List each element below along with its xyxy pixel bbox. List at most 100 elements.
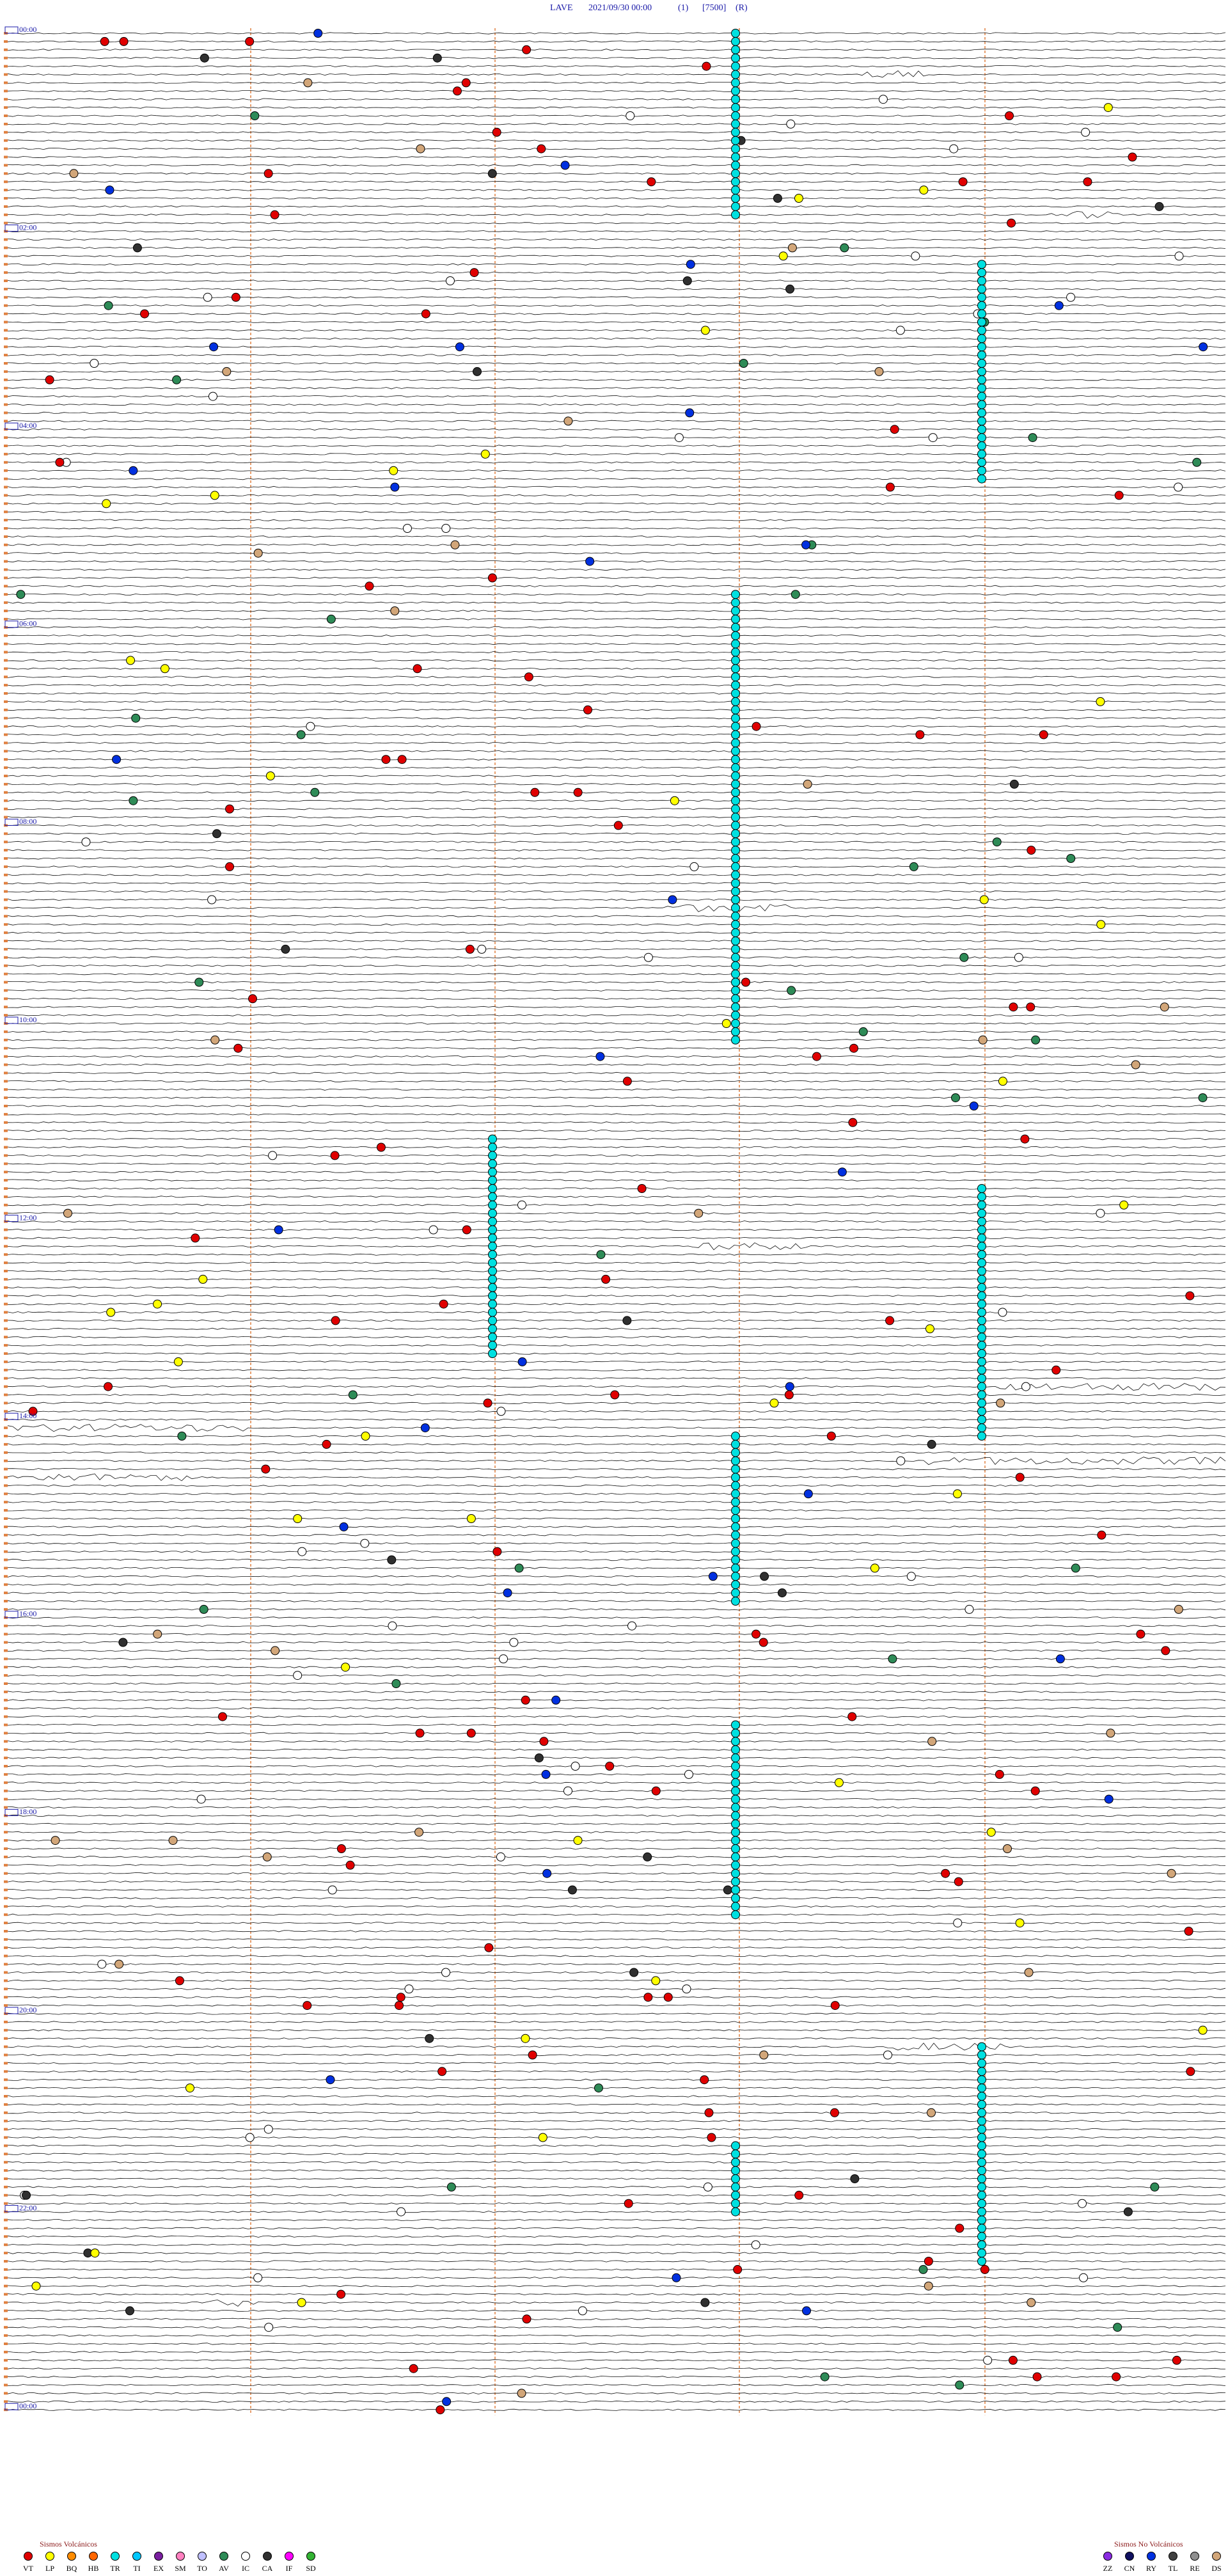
trace bbox=[7, 49, 1226, 51]
event bbox=[293, 1671, 303, 1680]
trace-start bbox=[4, 849, 8, 852]
trace-start bbox=[4, 733, 8, 736]
event bbox=[488, 1142, 497, 1152]
event bbox=[622, 1077, 632, 1086]
trace bbox=[7, 1501, 1226, 1503]
hour-marker bbox=[4, 1412, 19, 1420]
event bbox=[977, 1308, 986, 1317]
event bbox=[487, 169, 497, 178]
event bbox=[858, 1027, 868, 1036]
trace bbox=[7, 626, 1226, 629]
trace bbox=[7, 1105, 1226, 1107]
trace bbox=[7, 189, 1226, 191]
event bbox=[376, 1142, 386, 1152]
event bbox=[175, 1976, 184, 1986]
trace bbox=[7, 1327, 1226, 1330]
trace-start bbox=[4, 1723, 8, 1727]
trace bbox=[7, 832, 1226, 835]
trace-start bbox=[4, 1270, 8, 1272]
event bbox=[731, 763, 740, 773]
event bbox=[1071, 1563, 1080, 1573]
event bbox=[303, 78, 313, 88]
trace-start bbox=[4, 1294, 8, 1297]
event bbox=[731, 639, 740, 649]
trace-start bbox=[4, 2136, 8, 2139]
event bbox=[801, 540, 811, 549]
event bbox=[731, 656, 740, 665]
event bbox=[731, 614, 740, 624]
trace-start bbox=[4, 1038, 8, 1041]
event bbox=[336, 1844, 346, 1853]
event bbox=[794, 194, 803, 203]
event bbox=[849, 1043, 858, 1053]
event bbox=[731, 1778, 740, 1787]
trace-start bbox=[4, 1410, 8, 1413]
event bbox=[731, 1885, 740, 1895]
trace bbox=[7, 2103, 1226, 2106]
event bbox=[647, 177, 656, 187]
event bbox=[414, 1828, 424, 1837]
trace-start bbox=[4, 164, 8, 167]
trace-start bbox=[4, 832, 8, 835]
event bbox=[1015, 1473, 1025, 1482]
event bbox=[521, 1695, 530, 1705]
trace bbox=[7, 1146, 1226, 1149]
trace bbox=[7, 139, 1226, 142]
hour-marker bbox=[4, 422, 19, 430]
trace-start bbox=[4, 287, 8, 290]
event bbox=[601, 1274, 611, 1284]
legend-label: TO bbox=[197, 2564, 207, 2573]
trace bbox=[7, 552, 1226, 555]
event bbox=[1027, 846, 1036, 855]
trace bbox=[7, 238, 1226, 241]
trace bbox=[7, 1600, 1226, 1602]
trace-start bbox=[4, 1657, 8, 1661]
event bbox=[731, 29, 740, 38]
trace bbox=[7, 741, 1226, 745]
event bbox=[731, 912, 740, 921]
event bbox=[955, 2224, 964, 2233]
event bbox=[522, 2314, 531, 2324]
trace-start bbox=[4, 1171, 8, 1174]
event bbox=[731, 887, 740, 896]
event bbox=[977, 1357, 986, 1366]
event bbox=[731, 45, 740, 54]
event bbox=[488, 1233, 497, 1243]
event bbox=[977, 2124, 986, 2134]
event bbox=[496, 1407, 506, 1416]
trace bbox=[7, 288, 1226, 290]
trace-start bbox=[4, 445, 8, 447]
trace-start bbox=[4, 2334, 8, 2337]
trace-start bbox=[4, 386, 8, 390]
event bbox=[977, 2158, 986, 2167]
trace bbox=[7, 882, 1226, 885]
trace bbox=[7, 849, 1226, 851]
event bbox=[517, 1200, 526, 1210]
trace-start bbox=[4, 2400, 8, 2403]
trace bbox=[7, 2277, 1226, 2279]
event bbox=[731, 862, 740, 871]
trace bbox=[7, 2043, 1226, 2051]
event bbox=[264, 2124, 273, 2134]
event bbox=[118, 1638, 128, 1647]
event bbox=[731, 1811, 740, 1821]
trace bbox=[7, 2392, 1226, 2395]
trace-start bbox=[4, 915, 8, 918]
event bbox=[885, 1316, 895, 1325]
event bbox=[731, 1580, 740, 1590]
event bbox=[731, 152, 740, 162]
event bbox=[731, 1035, 740, 1045]
event bbox=[731, 606, 740, 615]
trace bbox=[7, 164, 1226, 167]
event bbox=[1026, 1002, 1035, 1012]
event bbox=[16, 590, 26, 599]
event bbox=[704, 2108, 714, 2117]
trace-start bbox=[4, 2243, 8, 2247]
trace-start bbox=[4, 519, 8, 522]
event bbox=[522, 45, 531, 54]
event bbox=[1032, 2372, 1042, 2382]
event bbox=[731, 53, 740, 63]
trace-start bbox=[4, 1047, 8, 1050]
trace-start bbox=[4, 48, 8, 51]
trace bbox=[7, 2293, 1226, 2296]
